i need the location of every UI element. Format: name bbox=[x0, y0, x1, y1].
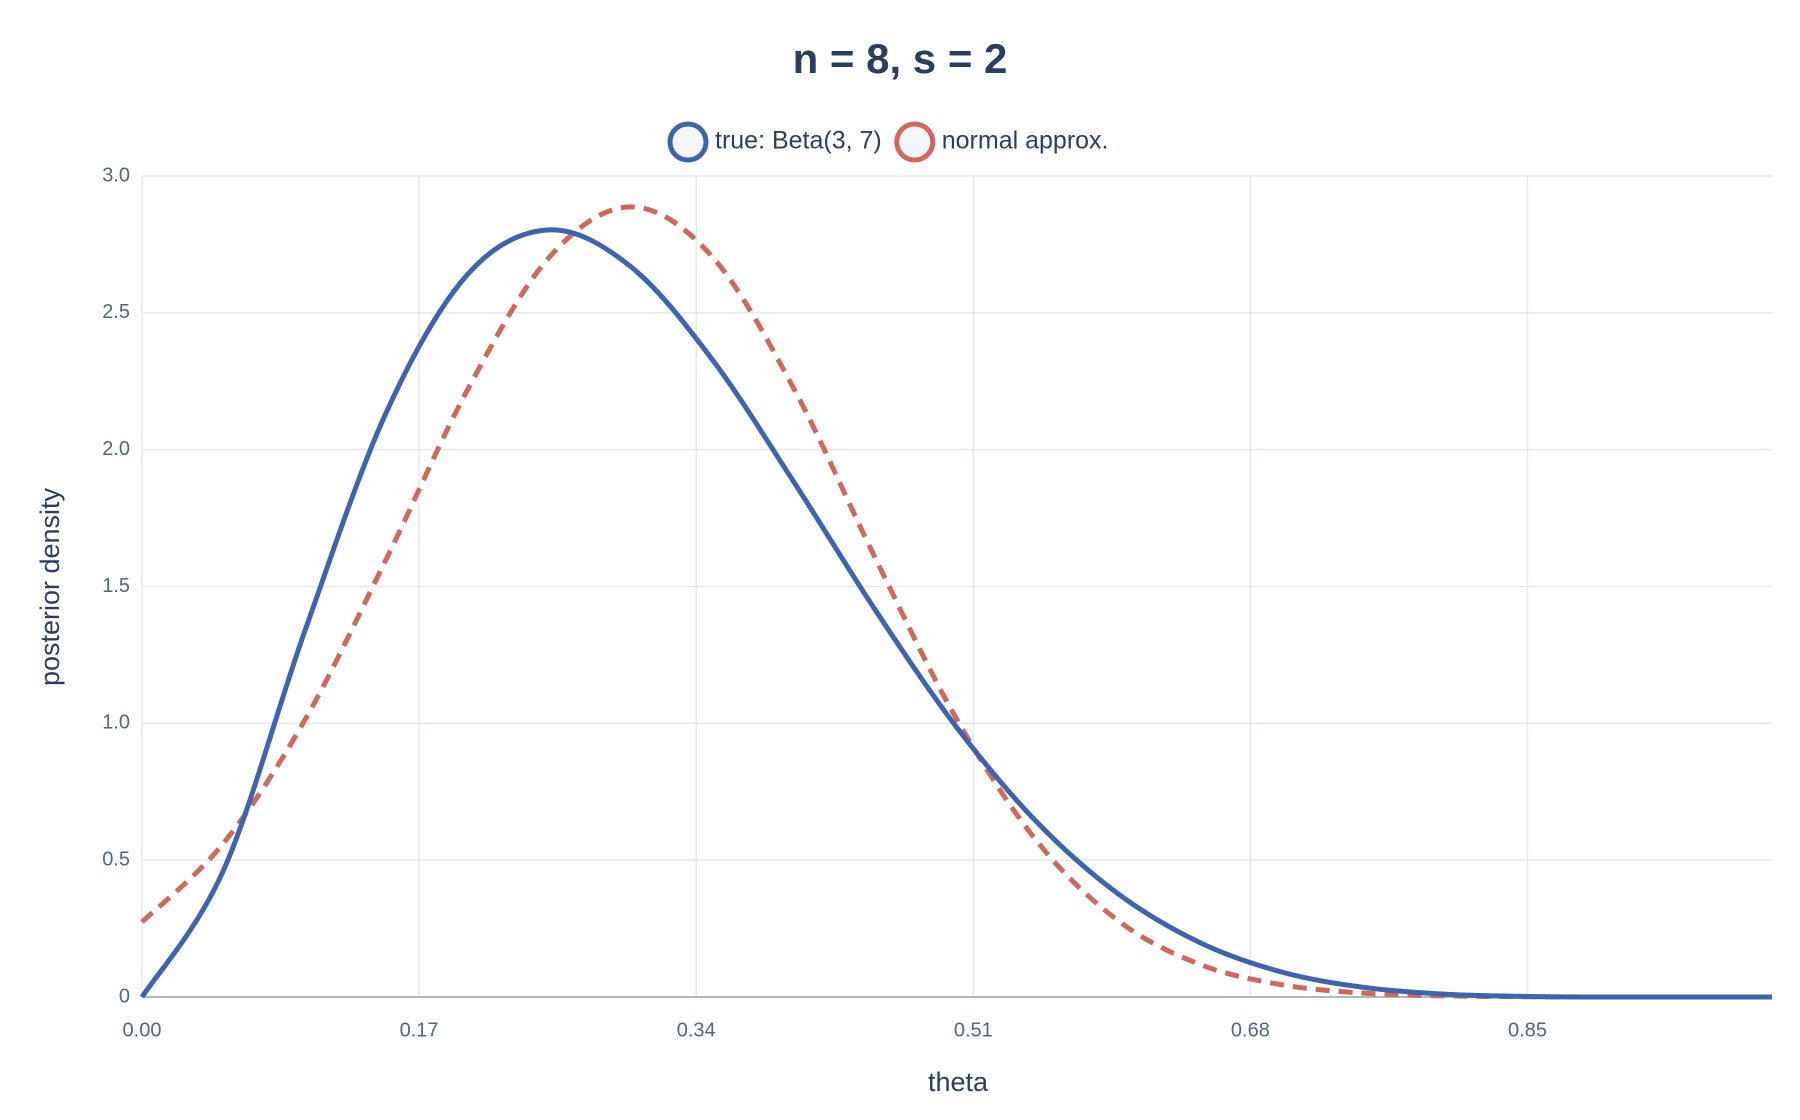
legend-label: true: Beta(3, 7) bbox=[715, 127, 882, 155]
x-tick-label: 0.00 bbox=[123, 1019, 162, 1041]
legend-label: normal approx. bbox=[942, 127, 1109, 155]
x-tick-label: 0.68 bbox=[1231, 1019, 1270, 1041]
x-axis-label: theta bbox=[928, 1067, 989, 1097]
y-tick-label: 2.0 bbox=[102, 438, 130, 460]
legend-marker bbox=[667, 121, 709, 163]
y-tick-label: 0 bbox=[119, 985, 130, 1007]
y-axis-label: posterior density bbox=[35, 487, 65, 686]
x-tick-label: 0.85 bbox=[1508, 1019, 1547, 1041]
x-tick-label: 0.34 bbox=[677, 1019, 716, 1041]
y-tick-label: 0.5 bbox=[102, 848, 130, 870]
y-tick-label: 1.5 bbox=[102, 575, 130, 597]
y-tick-label: 2.5 bbox=[102, 301, 130, 323]
legend-marker bbox=[894, 121, 936, 163]
y-tick-label: 1.0 bbox=[102, 712, 130, 734]
x-tick-label: 0.51 bbox=[954, 1019, 993, 1041]
x-tick-label: 0.17 bbox=[400, 1019, 439, 1041]
line-series bbox=[139, 227, 1772, 1000]
chart-title: n = 8, s = 2 bbox=[793, 35, 1008, 82]
y-tick-label: 3.0 bbox=[102, 164, 130, 186]
